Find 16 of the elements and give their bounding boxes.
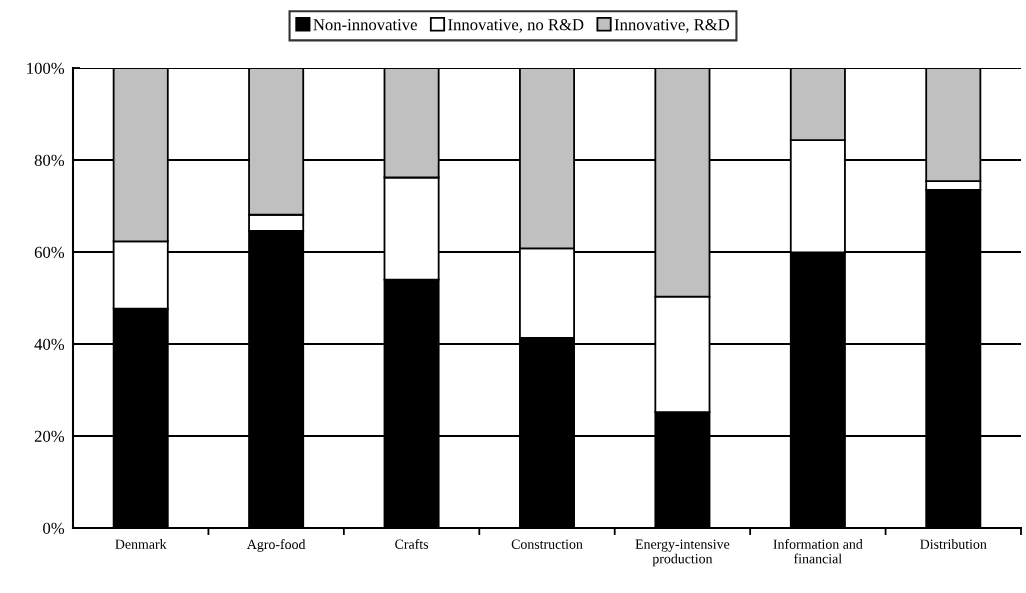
x-tick-label: Agro-food — [246, 539, 306, 552]
y-tick-label: 60% — [34, 246, 65, 258]
x-tick-label: Distribution — [920, 539, 987, 549]
x-tick-label: Construction — [511, 539, 583, 549]
legend-label: Innovative, no R&D — [448, 19, 584, 33]
legend-label: Non-innovative — [313, 19, 417, 31]
y-tick-label: 20% — [34, 430, 65, 442]
x-tick-label: Energy-intensive production — [635, 539, 730, 567]
x-tick-label: Information and financial — [773, 538, 863, 564]
y-tick-label: 40% — [34, 338, 65, 350]
legend-label: Innovative, R&D — [614, 19, 730, 33]
y-tick-label: 80% — [34, 154, 65, 166]
x-tick-label: Crafts — [395, 538, 429, 549]
y-tick-label: 100% — [27, 62, 65, 74]
x-tick-label: Denmark — [115, 539, 167, 549]
y-tick-label: 0% — [43, 522, 65, 534]
